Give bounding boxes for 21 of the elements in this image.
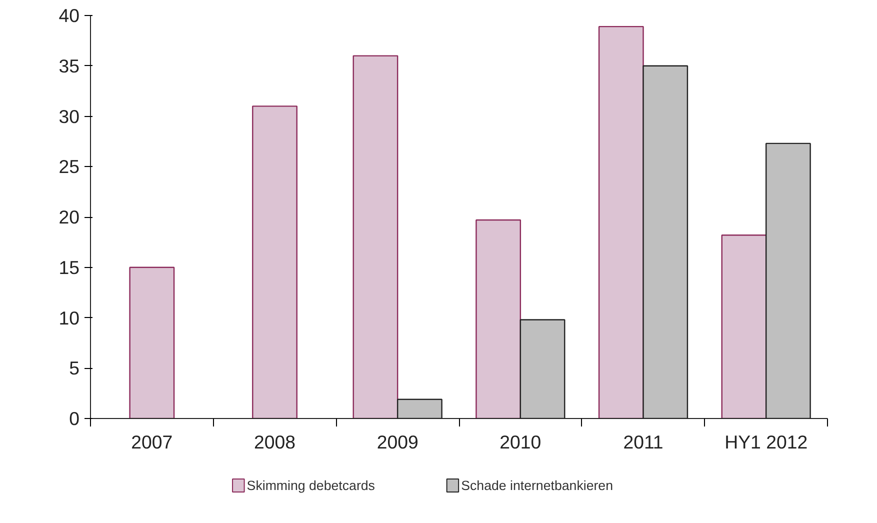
x-tick-label: HY1 2012	[724, 432, 808, 452]
x-tick-label: 2009	[376, 432, 418, 452]
legend-label: Skimming debetcards	[246, 478, 376, 493]
x-tick-label: 2011	[623, 432, 664, 452]
x-tick-label: 2008	[254, 432, 296, 452]
x-tick-label: 2010	[500, 432, 542, 452]
legend-label: Schade internetbankieren	[461, 478, 614, 493]
y-tick-label: 35	[58, 55, 80, 76]
y-tick-label: 30	[58, 106, 80, 127]
y-tick-label: 20	[58, 206, 80, 228]
y-tick-label: 5	[69, 358, 80, 379]
bar	[476, 219, 522, 418]
x-tick-label: 2007	[131, 432, 173, 452]
bar	[598, 26, 644, 418]
y-tick-label: 25	[58, 156, 80, 178]
bar	[721, 234, 767, 418]
y-tick-label: 0	[69, 408, 80, 429]
bar	[352, 55, 398, 418]
y-tick-label: 10	[58, 307, 80, 328]
y-tick-label: 15	[58, 256, 80, 278]
y-tick-label: 40	[58, 5, 80, 26]
